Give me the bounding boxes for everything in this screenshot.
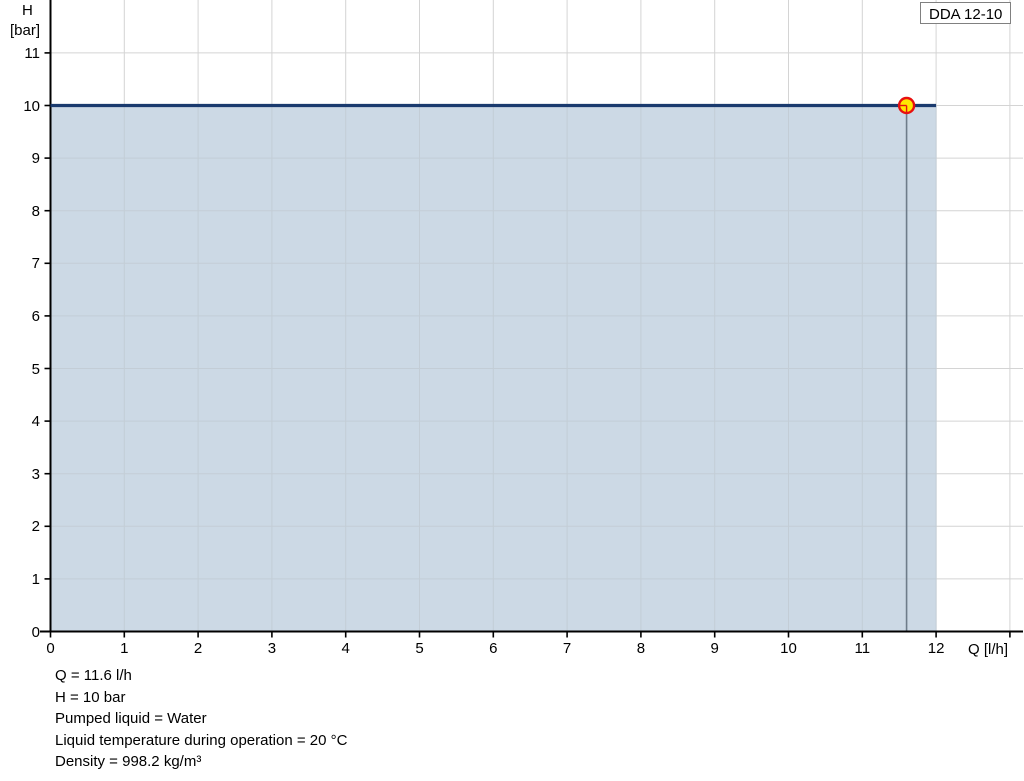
x-tick-label: 12 (927, 640, 945, 657)
y-tick-label: 9 (31, 150, 40, 168)
y-tick-label: 4 (31, 413, 40, 431)
curve-label-box: DDA 12-10 (920, 2, 1012, 24)
x-tick-label: 7 (562, 640, 572, 657)
x-tick-label: 2 (193, 640, 203, 657)
axis-ticks (44, 52, 1011, 638)
y-tick-label: 2 (31, 518, 40, 536)
y-tick-label: 1 (31, 570, 40, 588)
x-tick-label: 10 (780, 640, 797, 657)
x-axis-title: Q [l/h] (968, 641, 1009, 658)
x-tick-label: 9 (710, 640, 719, 657)
operating-condition-line: Liquid temperature during operation = 20… (55, 731, 348, 749)
x-tick-label: 6 (489, 640, 498, 657)
y-tick-label: 10 (23, 97, 40, 115)
x-tick-label: 5 (415, 640, 424, 657)
x-tick-label: 8 (636, 640, 646, 657)
y-axis-title-unit: [bar] (10, 22, 41, 39)
y-tick-label: 0 (31, 623, 40, 641)
operating-condition-line: H = 10 bar (55, 688, 126, 706)
y-axis-title-symbol: H (22, 2, 33, 19)
operating-condition-line: Q = 11.6 l/h (55, 667, 132, 684)
x-tick-label: 11 (854, 640, 871, 657)
y-tick-label: 8 (31, 202, 40, 220)
y-tick-label: 5 (31, 360, 40, 378)
operating-conditions-list: Q = 11.6 l/h H = 10 bar Pumped liquid = Wa… (55, 665, 347, 773)
y-tick-label: 11 (24, 44, 40, 62)
operating-condition-line: Pumped liquid = Water (55, 710, 207, 727)
x-tick-label: 0 (46, 640, 55, 657)
y-tick-label: 6 (31, 307, 40, 325)
x-tick-label: 4 (341, 640, 350, 657)
y-tick-label: 3 (31, 465, 40, 483)
x-tick-label: 3 (267, 640, 277, 657)
operating-condition-line: Density = 998.2 kg/m³ (55, 753, 202, 770)
x-tick-label: 1 (120, 640, 129, 657)
y-tick-label: 7 (31, 255, 40, 273)
duty-point-marker[interactable] (897, 96, 916, 115)
